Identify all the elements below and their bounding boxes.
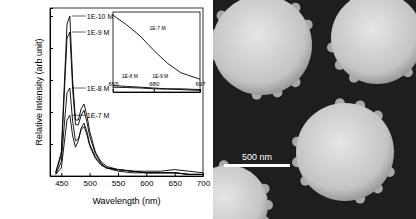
- y-axis: [50, 9, 53, 177]
- spectrum-line: [56, 115, 203, 174]
- y-tick-mark: [50, 176, 53, 177]
- x-tick-label: 680: [149, 81, 160, 87]
- x-tick: 700: [197, 173, 211, 188]
- x-tick: 680: [149, 81, 160, 92]
- series-label: 1E-8 M: [87, 85, 110, 92]
- sphere: [213, 0, 312, 95]
- sphere: [213, 165, 268, 219]
- scale-bar-label: 500 nm: [242, 152, 272, 162]
- x-tick-label: 500: [83, 179, 97, 188]
- x-tick-mark: [146, 173, 147, 176]
- y-tick: [50, 144, 53, 145]
- x-tick-mark: [90, 173, 91, 176]
- x-tick: 600: [140, 173, 154, 188]
- x-axis-title: Wavelength (nm): [92, 196, 160, 206]
- scale-bar: [224, 164, 290, 167]
- x-tick-mark: [113, 89, 114, 92]
- series-label: 1E-9 M: [87, 29, 110, 36]
- x-tick-label: 665: [108, 81, 119, 87]
- series-label: 1E-10 M: [87, 13, 114, 20]
- x-tick-label: 650: [168, 179, 182, 188]
- y-tick-mark: [50, 80, 53, 81]
- plot-frame: [50, 8, 203, 176]
- x-tick-mark: [175, 173, 176, 176]
- series-label: 1E-8 M: [122, 73, 138, 79]
- series-label: 1E-7 M: [150, 25, 166, 31]
- y-tick-mark: [50, 144, 53, 145]
- y-tick-mark: [50, 112, 53, 113]
- annotation-arrow: [72, 16, 86, 17]
- annotation-arrow: [72, 32, 86, 33]
- y-tick: [50, 16, 53, 17]
- spectrum-line: [56, 88, 203, 174]
- annotation-arrow: [72, 115, 86, 116]
- spectrum-line: [113, 87, 200, 90]
- x-tick-label: 700: [197, 179, 211, 188]
- x-tick: 550: [112, 173, 126, 188]
- y-tick-mark: [50, 16, 53, 17]
- y-tick: [50, 80, 53, 81]
- spectrum-line: [113, 15, 200, 79]
- annotations: 1E-7 M 1E-8 M 1E-9 M: [122, 25, 169, 79]
- x-tick-mark: [154, 89, 155, 92]
- x-tick: 650: [168, 173, 182, 188]
- inset-chart: 665 680 697 1E-7 M 1E-8 M 1E-9 M: [108, 12, 206, 93]
- x-axis: 450 500 550 600 650 700: [51, 173, 211, 188]
- x-tick: 450: [55, 173, 69, 188]
- lines: [113, 15, 200, 90]
- y-axis-title: Relative Intensity (arb unit): [34, 38, 44, 145]
- sphere: [331, 0, 416, 84]
- plot-frame: [113, 12, 200, 92]
- sphere: [296, 103, 394, 201]
- y-tick-mark: [50, 48, 53, 49]
- annotations: 1E-10 M 1E-9 M 1E-8 M 1E-7 M: [72, 13, 114, 119]
- x-tick-mark: [118, 173, 119, 176]
- x-tick-label: 550: [112, 179, 126, 188]
- x-tick-label: 450: [55, 179, 69, 188]
- spectrum-line: [113, 86, 200, 90]
- x-tick: 665: [108, 81, 119, 92]
- x-tick-label: 697: [195, 81, 206, 87]
- x-tick-label: 600: [140, 179, 154, 188]
- x-tick-mark: [200, 89, 201, 92]
- x-tick: 500: [83, 173, 97, 188]
- main-chart: 4505005506006507001E-10 M1E-9 M1E-8 M1E-…: [34, 8, 211, 206]
- y-tick: [50, 112, 53, 113]
- x-tick-mark: [203, 173, 204, 176]
- annotation-arrow: [72, 88, 86, 89]
- series-label: 1E-7 M: [87, 112, 110, 119]
- y-tick: [50, 176, 53, 177]
- sem-image: 500 nm: [188, 0, 416, 219]
- series-label: 1E-9 M: [152, 73, 168, 79]
- x-axis: 665 680 697: [108, 81, 206, 92]
- y-axis-line: [51, 9, 54, 177]
- figure: 4505005506006507001E-10 M1E-9 M1E-8 M1E-…: [0, 0, 416, 219]
- x-tick-mark: [61, 173, 62, 176]
- y-tick: [50, 48, 53, 49]
